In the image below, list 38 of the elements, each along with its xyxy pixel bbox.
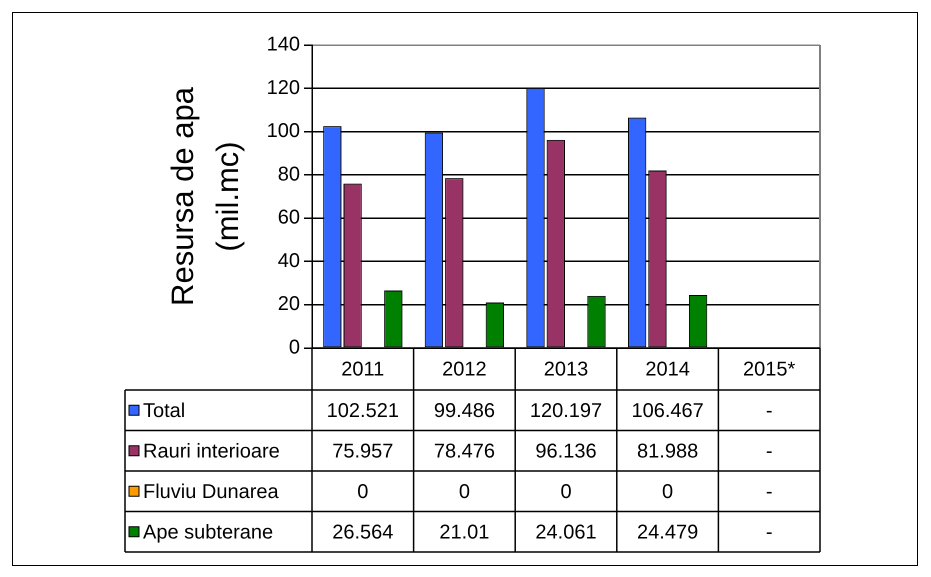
- x-tick-label: 2014: [645, 358, 690, 381]
- y-tick-label: 60: [278, 206, 300, 229]
- data-label: 0: [458, 480, 470, 503]
- x-tick-label: 2012: [442, 358, 487, 381]
- legend-label: Fluviu Dunarea: [143, 480, 280, 503]
- x-tick-label: 2011: [341, 358, 384, 381]
- data-label: 81.988: [637, 440, 698, 462]
- data-label: 78.476: [434, 440, 495, 462]
- data-label: 96.136: [535, 440, 597, 462]
- data-label: 106.467: [631, 400, 704, 422]
- data-label: 26.564: [332, 521, 394, 544]
- y-tick-label: 120: [266, 76, 300, 99]
- x-tick-label: 2013: [544, 358, 588, 381]
- data-label: 0: [560, 480, 572, 503]
- text: -: [766, 480, 773, 503]
- data-label: 102.521: [326, 400, 399, 422]
- y-tick-label: 100: [266, 120, 300, 142]
- y-tick-label: 40: [278, 250, 300, 272]
- y-tick-label: 20: [278, 293, 300, 316]
- data-label: 75.957: [332, 440, 394, 462]
- data-label: 24.479: [637, 521, 698, 544]
- legend-label: Total: [143, 400, 186, 422]
- text: -: [766, 400, 773, 422]
- data-label: 120.197: [530, 400, 602, 422]
- data-label: 24.061: [535, 521, 597, 544]
- y-tick-label: 0: [288, 336, 300, 359]
- data-label: 99.486: [434, 400, 495, 422]
- text: -: [766, 440, 773, 462]
- y-tick-label: 140: [266, 34, 300, 56]
- legend-label: Rauri interioare: [143, 440, 280, 462]
- y-axis-title: Resursa de apa (mil.mc): [165, 86, 245, 306]
- legend-label: Ape subterane: [143, 521, 274, 544]
- data-label: 0: [357, 480, 368, 503]
- x-tick-label: 2015*: [743, 358, 796, 381]
- text: -: [766, 521, 773, 544]
- data-label: 21.01: [439, 521, 490, 544]
- y-tick-label: 80: [278, 163, 300, 186]
- data-label: 0: [662, 480, 674, 503]
